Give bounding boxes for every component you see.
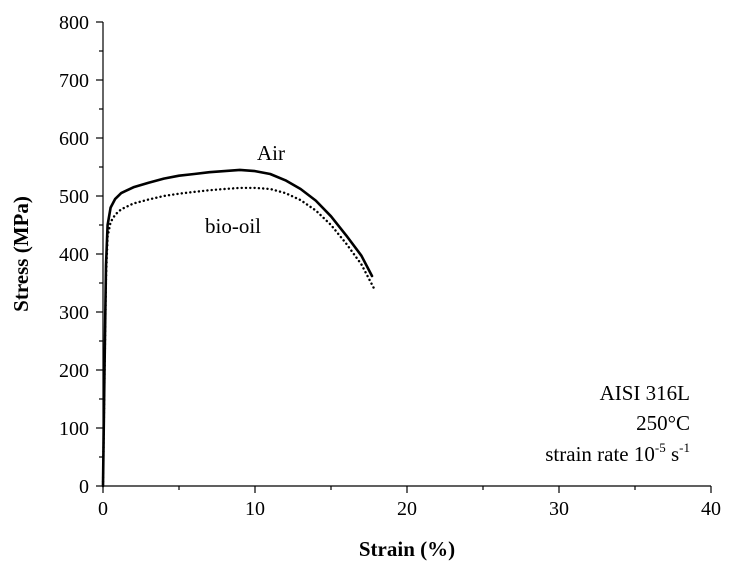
x-tick-label: 40 xyxy=(701,498,721,520)
series-line-air xyxy=(101,168,374,488)
y-tick-label: 500 xyxy=(59,186,89,208)
series-layer xyxy=(101,168,377,488)
y-ticks: 0 100 200 300 400 500 600 700 800 xyxy=(59,12,103,498)
y-tick-label: 800 xyxy=(59,12,89,34)
strain-rate-annotation: strain rate 10-5 s-1 xyxy=(545,440,690,466)
strain-rate-unit: s xyxy=(666,442,679,466)
y-axis-title: Stress (MPa) xyxy=(9,196,33,312)
x-axis-title: Strain (%) xyxy=(359,537,455,561)
bio-oil-label: bio-oil xyxy=(205,214,261,238)
x-tick-label: 30 xyxy=(549,498,569,520)
x-tick-label: 0 xyxy=(98,498,108,520)
y-tick-label: 600 xyxy=(59,128,89,150)
material-annotation: AISI 316L xyxy=(600,381,690,405)
strain-rate-exponent-1: -5 xyxy=(655,440,666,455)
y-tick-label: 200 xyxy=(59,360,89,382)
temperature-annotation: 250°C xyxy=(636,411,690,435)
y-tick-label: 300 xyxy=(59,302,89,324)
strain-rate-exponent-2: -1 xyxy=(679,440,690,455)
x-tick-label: 10 xyxy=(245,498,265,520)
air-label: Air xyxy=(257,141,285,165)
x-tick-label: 20 xyxy=(397,498,417,520)
x-ticks: 0 10 20 30 40 xyxy=(98,486,721,520)
y-tick-label: 0 xyxy=(79,476,89,498)
series-line-bio-oil xyxy=(101,186,377,488)
y-tick-label: 700 xyxy=(59,70,89,92)
y-tick-label: 100 xyxy=(59,418,89,440)
y-tick-label: 400 xyxy=(59,244,89,266)
axes xyxy=(102,22,711,487)
strain-rate-prefix: strain rate 10 xyxy=(545,442,655,466)
